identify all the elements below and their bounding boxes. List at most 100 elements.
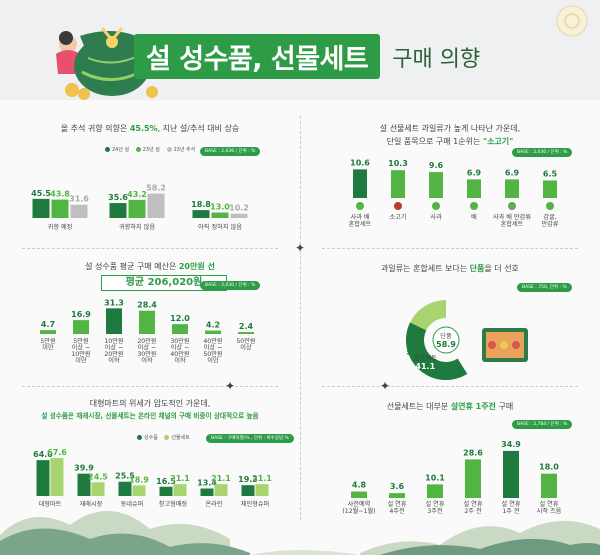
category-label: 설 연휴 xyxy=(501,500,520,508)
bar xyxy=(91,482,105,496)
section-title-homecoming: 올 추석 귀향 의향은 45.5%, 지난 설/추석 대비 상승 xyxy=(60,124,240,133)
bar xyxy=(51,199,69,218)
bar-value-label: 19.3 xyxy=(238,475,258,484)
category-label: 사과 배 xyxy=(350,213,369,221)
column-divider xyxy=(300,116,301,520)
header: 설 성수품, 선물세트 구매 의향 xyxy=(0,0,600,100)
category-label: 사과 배 만감류 xyxy=(493,213,531,221)
bar xyxy=(77,473,91,496)
legend-homecoming: 24년 설 23년 설 23년 추석 xyxy=(100,146,195,153)
bar-value-label: 12.0 xyxy=(170,314,190,323)
lucky-pouch-illustration xyxy=(56,27,158,100)
bar-value-label: 58.2 xyxy=(146,184,166,193)
bar xyxy=(255,484,269,496)
bar xyxy=(541,473,557,498)
bar xyxy=(192,210,210,218)
category-label: 50만원 xyxy=(203,350,223,358)
bar xyxy=(543,180,557,198)
bar-value-label: 13.0 xyxy=(210,203,230,212)
bar xyxy=(427,484,443,498)
bar xyxy=(139,310,155,334)
row-divider xyxy=(22,386,278,387)
category-label: 50만원 xyxy=(236,337,256,345)
bar-value-label: 34.9 xyxy=(501,440,521,449)
legend-channel: 성수품 선물세트 xyxy=(132,434,190,441)
category-label: 20만원 xyxy=(137,337,157,345)
base-note: BASE : 750, 단위 : % xyxy=(517,283,572,292)
bar xyxy=(503,450,519,498)
bar-value-label: 6.5 xyxy=(543,169,558,178)
average-budget-box: 평균 206,020원 xyxy=(101,275,227,291)
base-note: BASE : 2,030 / 단위 : % xyxy=(200,281,261,290)
category-label: 30만원 xyxy=(137,350,157,358)
bar xyxy=(159,486,173,496)
bar xyxy=(132,485,146,496)
category-label: 40만원 xyxy=(170,350,190,358)
page-title: 설 성수품, 선물세트 구매 의향 xyxy=(134,34,480,79)
section-title-budget: 설 성수품 평균 구매 예산은 20만원 선 xyxy=(85,262,215,271)
bar xyxy=(172,324,188,334)
bar-value-label: 6.9 xyxy=(505,168,520,177)
bar-value-label: 10.1 xyxy=(425,473,445,482)
bar xyxy=(200,488,214,496)
category-label: 사전예약 xyxy=(348,500,371,508)
base-note: BASE : 2,036 / 단위 : % xyxy=(200,147,261,156)
row-divider xyxy=(322,248,578,249)
category-label: 10만원 xyxy=(104,337,124,345)
category-label: 미만 xyxy=(42,344,54,352)
bar-value-label: 43.2 xyxy=(127,190,147,199)
item-icon xyxy=(356,202,364,210)
category-label: 귀향 예정 xyxy=(48,223,73,231)
bar xyxy=(391,170,405,198)
bar xyxy=(40,330,56,334)
donut-slice xyxy=(406,322,468,380)
bar-value-label: 35.6 xyxy=(108,193,128,202)
divider-star-icon: ✦ xyxy=(380,379,391,393)
center-label: 단품 xyxy=(440,332,452,340)
category-label: 20만원 xyxy=(104,350,124,358)
category-label: 대형마트 xyxy=(39,500,62,508)
category-label: 감귤, xyxy=(543,214,556,221)
bar xyxy=(465,459,481,498)
category-label: 2주 전 xyxy=(464,507,482,515)
bar-value-label: 2.4 xyxy=(239,322,254,331)
section-title-timing: 선물세트는 대부분 설연휴 1주전 구매 xyxy=(386,402,514,411)
bar xyxy=(241,485,255,496)
bar xyxy=(238,332,254,334)
bar xyxy=(214,484,228,496)
category-label: 설 연휴 xyxy=(387,500,406,508)
base-note: BASE : 2,784 / 단위 : % xyxy=(512,420,573,429)
bar-value-label: 21.1 xyxy=(170,474,190,483)
base-note: BASE : 2,036 / 단위 : % xyxy=(512,148,573,157)
category-label: 아직 정하지 않음 xyxy=(198,223,242,231)
page-title-main: 설 성수품, 선물세트 xyxy=(134,34,381,79)
category-label: 온라인 xyxy=(205,500,222,508)
category-label: 3주전 xyxy=(427,507,443,515)
bar-value-label: 10.3 xyxy=(388,159,408,168)
bar xyxy=(230,213,248,218)
bar-value-label: 25.5 xyxy=(115,472,135,481)
item-icon xyxy=(432,202,440,210)
category-label: 사과 xyxy=(430,213,442,221)
homecoming-chart: 45.5 43.831.6 귀향 예정 35.6 43.258.2 귀향하지 않음 18.8… xyxy=(31,184,249,231)
item-icon xyxy=(470,202,478,210)
category-label: 이하 xyxy=(141,357,153,365)
bar-value-label: 3.6 xyxy=(390,482,405,491)
emblem-icon xyxy=(556,5,588,37)
category-label: 재래시장 xyxy=(80,500,103,508)
category-label: 설 연휴 xyxy=(425,500,444,508)
base-note: BASE : 구매처별/% , 단위 : 복수응답 % xyxy=(206,434,294,443)
category-label: 체인형슈퍼 xyxy=(241,500,269,508)
category-label: 이만 xyxy=(207,357,219,365)
row-divider xyxy=(322,386,578,387)
category-label: 설 연휴 xyxy=(539,500,558,508)
category-label: 이상 ~ xyxy=(72,344,91,352)
bar xyxy=(73,320,89,334)
category-label: 동네슈퍼 xyxy=(121,500,144,508)
category-label: 40만원 xyxy=(203,337,223,345)
bar-value-label: 64.0 xyxy=(33,450,53,459)
bar-value-label: 16.5 xyxy=(156,477,176,486)
channel-chart: 64.067.6 대형마트 39.924.5 재래시장 25.518.9 동네슈퍼 16.5… xyxy=(33,448,272,508)
bar-value-label: 9.6 xyxy=(429,161,444,170)
